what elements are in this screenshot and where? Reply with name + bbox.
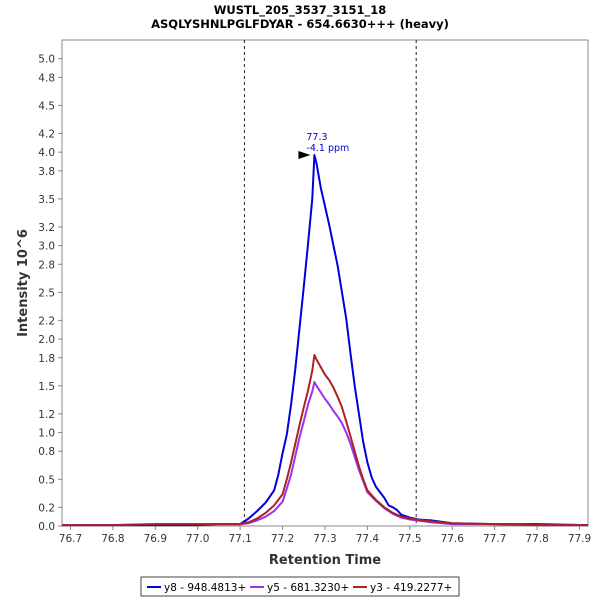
x-tick-label: 77.0 xyxy=(186,533,209,545)
y-tick-label: 3.5 xyxy=(38,194,55,206)
y-tick-label: 1.8 xyxy=(38,353,55,365)
y-tick-label: 1.2 xyxy=(38,409,55,421)
x-tick-label: 76.8 xyxy=(101,533,124,545)
x-tick-label: 77.5 xyxy=(398,533,421,545)
y-tick-label: 0.0 xyxy=(38,521,55,533)
y-tick-label: 4.2 xyxy=(38,128,55,140)
x-tick-label: 77.6 xyxy=(441,533,465,545)
y-tick-label: 1.5 xyxy=(38,381,55,393)
y-tick-label: 2.8 xyxy=(38,259,55,271)
y-tick-label: 2.2 xyxy=(38,315,55,327)
series-line xyxy=(62,353,588,527)
x-tick-label: 77.8 xyxy=(525,533,548,545)
peak-annotation: 77.3-4.1 ppm xyxy=(298,132,349,159)
y-tick-label: 0.2 xyxy=(38,502,55,514)
x-tick-label: 77.9 xyxy=(568,533,591,545)
plot-frame xyxy=(61,39,589,527)
y-tick-label: 4.0 xyxy=(38,147,55,159)
legend-entry: y3 - 419.2277+ xyxy=(370,582,452,594)
y-tick-label: 5.0 xyxy=(38,54,55,66)
y-tick-label: 0.8 xyxy=(38,446,55,458)
x-tick-label: 77.1 xyxy=(228,533,251,545)
y-axis-label: Intensity 10^6 xyxy=(16,229,31,337)
y-tick-label: 2.0 xyxy=(38,334,55,346)
y-axis-ticks: 0.0 0.2 0.5 0.8 1.0 1.2 1.5 1.8 2.0 2.2 2.5 2.8 3.0 3… xyxy=(38,54,62,533)
x-tick-label: 77.2 xyxy=(271,533,294,545)
x-tick-label: 77.3 xyxy=(313,533,336,545)
peak-mass-error: -4.1 ppm xyxy=(306,143,349,154)
series-lines xyxy=(62,153,589,527)
peak-retention-time: 77.3 xyxy=(306,132,327,143)
y-tick-label: 3.0 xyxy=(38,241,55,253)
y-tick-label: 4.8 xyxy=(38,72,55,84)
x-tick-label: 77.4 xyxy=(356,533,380,545)
chart-subtitle: ASQLYSHNLPGLFDYAR - 654.6630+++ (heavy) xyxy=(151,17,449,31)
x-axis-ticks: 76.7 76.8 76.9 77.0 77.1 77.2 77.3 77.4 77.5 77.6… xyxy=(59,526,591,545)
y-tick-label: 0.5 xyxy=(38,474,55,486)
legend-entry: y8 - 948.4813+ xyxy=(164,582,246,594)
plot-area xyxy=(61,39,589,527)
y-tick-label: 3.8 xyxy=(38,166,55,178)
x-axis-label: Retention Time xyxy=(269,553,381,568)
x-tick-label: 76.7 xyxy=(59,533,82,545)
legend: y8 - 948.4813+ y5 - 681.3230+ y3 - 419.227… xyxy=(140,576,460,597)
integration-bounds xyxy=(243,40,417,526)
peak-marker-icon xyxy=(298,150,311,159)
legend-frame xyxy=(140,576,460,597)
y-tick-label: 2.5 xyxy=(38,287,55,299)
legend-entry: y5 - 681.3230+ xyxy=(267,582,349,594)
series-line xyxy=(62,153,589,527)
x-tick-label: 77.7 xyxy=(483,533,506,545)
chart-title: WUSTL_205_3537_3151_18 xyxy=(214,3,387,18)
x-tick-label: 76.9 xyxy=(144,533,167,545)
y-tick-label: 4.5 xyxy=(38,100,55,112)
y-tick-label: 1.0 xyxy=(38,428,55,440)
y-tick-label: 3.2 xyxy=(38,222,55,234)
